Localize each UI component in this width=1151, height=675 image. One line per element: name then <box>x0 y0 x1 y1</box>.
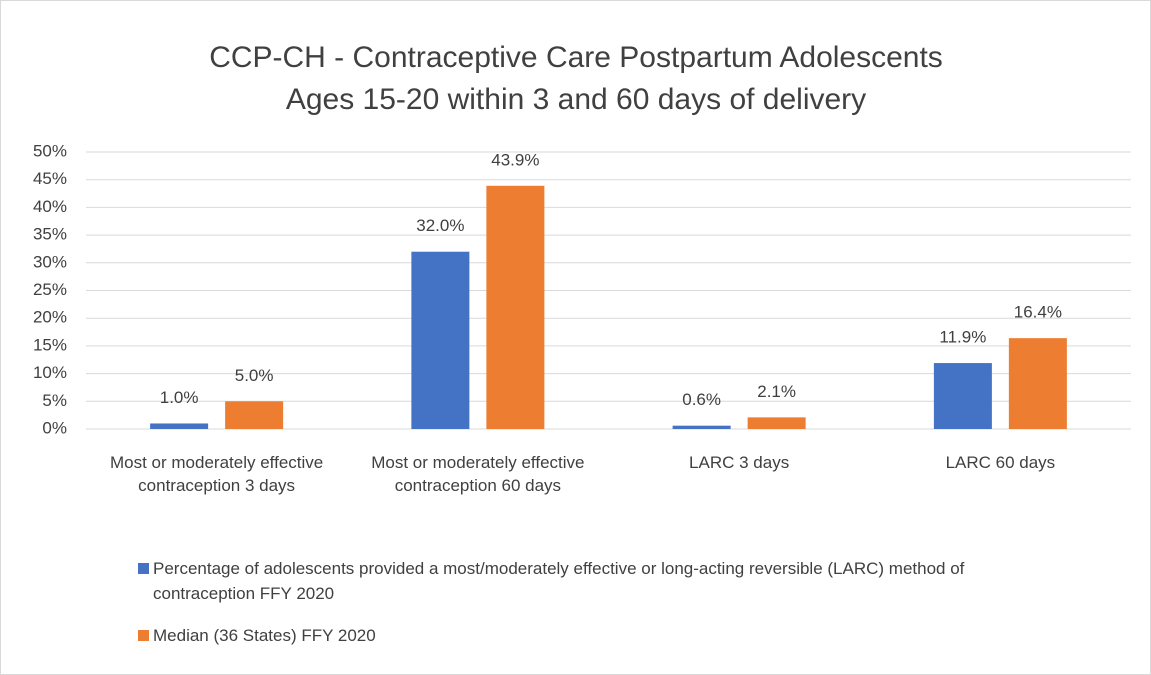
data-label: 2.1% <box>757 382 796 401</box>
x-tick-label: LARC 60 days <box>945 453 1056 472</box>
data-label: 5.0% <box>235 366 274 385</box>
data-label: 11.9% <box>939 328 986 347</box>
bar <box>672 425 731 429</box>
y-tick-label: 35% <box>33 225 67 244</box>
y-tick-label: 0% <box>42 418 67 437</box>
legend-label: Median (36 States) FFY 2020 <box>153 626 376 645</box>
y-tick-label: 25% <box>33 280 67 299</box>
data-label: 1.0% <box>160 388 199 407</box>
legend-label: Percentage of adolescents provided a mos… <box>153 559 965 603</box>
bar <box>486 185 545 429</box>
legend-swatch <box>138 563 149 574</box>
bar <box>225 401 284 429</box>
legend-swatch <box>138 630 149 641</box>
bar <box>933 363 992 429</box>
chart-subtitle: Ages 15-20 within 3 and 60 days of deliv… <box>286 83 866 116</box>
y-tick-label: 20% <box>33 308 67 327</box>
y-tick-label: 50% <box>33 141 67 160</box>
y-tick-label: 30% <box>33 252 67 271</box>
y-tick-label: 10% <box>33 363 67 382</box>
y-tick-label: 40% <box>33 197 67 216</box>
bar <box>1008 338 1067 429</box>
y-tick-label: 5% <box>42 391 67 410</box>
x-tick-label: Most or moderately effective contracepti… <box>110 453 324 495</box>
bar <box>747 417 806 429</box>
data-label: 16.4% <box>1014 303 1062 322</box>
y-tick-label: 15% <box>33 335 67 354</box>
bar <box>150 423 209 429</box>
chart-title: CCP-CH - Contraceptive Care Postpartum A… <box>209 41 943 74</box>
y-tick-label: 45% <box>33 169 67 188</box>
x-tick-label: LARC 3 days <box>689 453 790 472</box>
data-label: 0.6% <box>682 390 721 409</box>
data-label: 32.0% <box>416 216 464 235</box>
data-label: 43.9% <box>491 150 539 169</box>
x-tick-label: Most or moderately effective contracepti… <box>371 453 585 495</box>
bar <box>411 251 470 429</box>
